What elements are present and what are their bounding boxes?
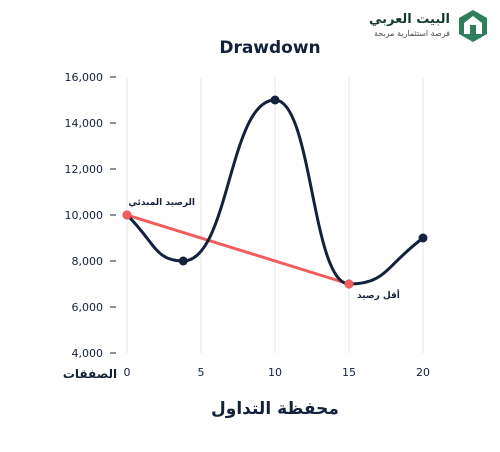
y-tick-label: 10,000 — [65, 209, 104, 222]
y-tick-label: 16,000 — [65, 71, 104, 84]
y-axis-ticks: 4,000 6,000 8,000 10,000 12,000 14,000 16,000 — [65, 71, 116, 360]
drawdown-line — [126, 213, 350, 286]
data-point — [418, 233, 428, 243]
chart-grid — [126, 77, 424, 353]
y-tick-label: 8,000 — [72, 255, 104, 268]
house-logo-icon — [459, 10, 487, 42]
x-tick-label: 15 — [342, 366, 356, 379]
x-axis-name: الصفقات — [63, 367, 117, 381]
chart-title: Drawdown — [219, 38, 320, 58]
brand-logo: البيت العربي فرصة استثمارية مربحة — [369, 8, 490, 42]
y-tick-label: 4,000 — [72, 347, 104, 360]
y-tick-label: 14,000 — [65, 117, 104, 130]
data-point — [178, 256, 188, 266]
series-points — [122, 95, 428, 289]
brand-text: البيت العربي فرصة استثمارية مربحة — [369, 12, 450, 39]
x-axis-ticks: 0 5 10 15 20 — [124, 366, 431, 379]
annotation-lowest-balance: أقل رصيد — [357, 289, 400, 301]
initial-balance-point — [122, 210, 132, 220]
y-tick-label: 12,000 — [65, 163, 104, 176]
data-point — [270, 95, 280, 105]
brand-name: البيت العربي — [368, 11, 450, 27]
x-tick-label: 5 — [198, 366, 205, 379]
lowest-balance-point — [344, 279, 354, 289]
brand-tagline: فرصة استثمارية مربحة — [374, 28, 450, 38]
x-tick-label: 20 — [416, 366, 430, 379]
x-axis-label: محفظة التداول — [211, 399, 339, 419]
x-tick-label: 0 — [124, 366, 131, 379]
x-tick-label: 10 — [268, 366, 282, 379]
annotation-initial-balance: الرصيد المبدئي — [128, 198, 195, 208]
y-tick-label: 6,000 — [72, 301, 104, 314]
